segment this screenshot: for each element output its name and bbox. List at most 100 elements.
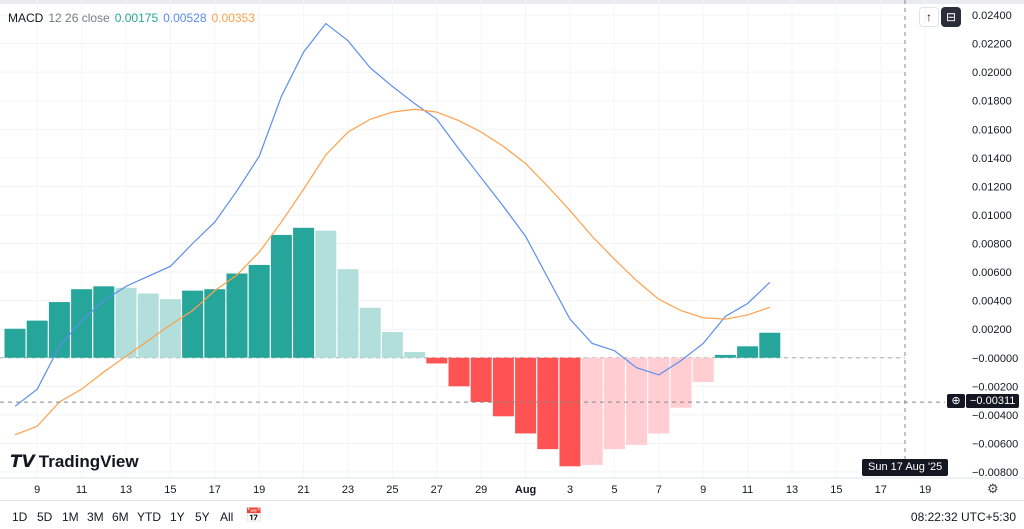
y-tick-label: 0.01000 <box>972 210 1012 222</box>
range-button-1d[interactable]: 1D <box>12 510 28 524</box>
histogram-bar <box>603 357 625 450</box>
x-tick-label: 29 <box>475 484 487 496</box>
histogram-bar <box>293 227 315 358</box>
legend-name: MACD <box>8 11 44 25</box>
signal-line <box>14 108 770 436</box>
tv-logo-icon: 𝙏𝙑 <box>10 452 35 471</box>
histogram-bar <box>714 354 736 358</box>
x-tick-label: 17 <box>875 484 887 496</box>
range-button-1m[interactable]: 1M <box>62 510 79 524</box>
histogram-bar <box>248 264 270 358</box>
histogram-bar <box>315 230 337 358</box>
y-tick-label: 0.01800 <box>972 96 1012 108</box>
timezone-clock[interactable]: 08:22:32 UTC+5:30 <box>910 510 1016 524</box>
histogram-bar <box>559 357 581 467</box>
histogram-bar <box>737 346 759 358</box>
top-border <box>0 0 1024 4</box>
range-button-ytd[interactable]: YTD <box>137 510 161 524</box>
histogram-bar <box>448 357 470 387</box>
histogram-bar <box>404 352 426 358</box>
histogram-bar <box>337 269 359 358</box>
x-tick-label: 13 <box>120 484 132 496</box>
range-button-5d[interactable]: 5D <box>37 510 53 524</box>
range-button-1y[interactable]: 1Y <box>170 510 185 524</box>
crosshair-price-label: −0.00311 <box>966 394 1020 408</box>
y-tick-label: −0.00000 <box>972 353 1018 365</box>
add-alert-icon[interactable]: ⊕ <box>947 394 965 408</box>
y-tick-label: 0.02400 <box>972 10 1012 22</box>
histogram-bar <box>692 357 714 383</box>
x-tick-label: 9 <box>700 484 706 496</box>
y-tick-label: 0.00800 <box>972 239 1012 251</box>
histogram-bar <box>48 302 70 358</box>
histogram-bar <box>226 273 248 358</box>
histogram-bar <box>159 299 181 358</box>
x-tick-label: 25 <box>386 484 398 496</box>
histogram-bar <box>270 234 292 358</box>
histogram-bar <box>93 286 115 358</box>
range-button-5y[interactable]: 5Y <box>195 510 210 524</box>
macd-line <box>14 22 771 407</box>
legend-signal-value: 0.00353 <box>211 11 255 25</box>
y-tick-label: 0.01600 <box>972 124 1012 136</box>
histogram-bar <box>115 287 137 358</box>
histogram-bar <box>759 332 781 358</box>
histogram-bar <box>515 357 537 434</box>
histogram-bar <box>182 290 204 358</box>
y-tick-label: 0.00600 <box>972 267 1012 279</box>
x-tick-label: 13 <box>786 484 798 496</box>
macd-chart[interactable]: 0.02400 0.02200 0.02000 0.01800 0.01600 0.014… <box>0 0 1024 500</box>
scroll-up-button[interactable]: ↑ <box>919 7 939 27</box>
histogram-bar <box>26 320 48 358</box>
y-tick-label: −0.00400 <box>972 410 1018 422</box>
x-tick-label: 17 <box>209 484 221 496</box>
indicator-legend[interactable]: MACD 12 26 close 0.00175 0.00528 0.00353 <box>8 11 260 25</box>
y-tick-label: 0.01200 <box>972 181 1012 193</box>
legend-hist-value: 0.00175 <box>114 11 159 25</box>
histogram-bar <box>492 357 514 417</box>
histogram-bar <box>470 357 492 403</box>
y-tick-label: 0.01400 <box>972 153 1012 165</box>
histogram-bar <box>670 357 692 408</box>
x-tick-label: 15 <box>164 484 176 496</box>
legend-macd-value: 0.00528 <box>163 11 207 25</box>
histogram-bar <box>359 307 381 358</box>
calendar-icon[interactable]: 📅 <box>245 507 263 523</box>
y-tick-label: −0.00200 <box>972 381 1018 393</box>
bottom-toolbar: 1D 5D 1M 3M 6M YTD 1Y 5Y All 📅 08:22:32 UTC+5:30 <box>0 500 1024 529</box>
y-tick-label: 0.00400 <box>972 296 1012 308</box>
maximize-button[interactable]: ⊟ <box>941 7 961 27</box>
range-button-all[interactable]: All <box>220 510 234 524</box>
x-tick-label: Aug <box>515 484 536 496</box>
histogram-bar <box>71 289 93 358</box>
y-tick-label: 0.02000 <box>972 67 1012 79</box>
histogram-bar <box>426 357 448 364</box>
x-tick-label: 9 <box>34 484 40 496</box>
x-tick-label: 27 <box>431 484 443 496</box>
x-tick-label: 21 <box>297 484 309 496</box>
histogram-bar <box>381 332 403 358</box>
x-tick-label: 7 <box>656 484 662 496</box>
x-tick-label: 11 <box>742 484 753 496</box>
histogram-bar <box>204 289 226 358</box>
y-tick-label: 0.02200 <box>972 39 1012 51</box>
settings-gear-icon[interactable]: ⚙ <box>987 481 999 496</box>
x-tick-label: 19 <box>919 484 931 496</box>
x-tick-label: 23 <box>342 484 354 496</box>
histogram-bar <box>137 293 159 358</box>
range-button-6m[interactable]: 6M <box>112 510 129 524</box>
x-tick-label: 5 <box>611 484 617 496</box>
range-button-3m[interactable]: 3M <box>87 510 104 524</box>
logo-text: TradingView <box>38 452 139 471</box>
x-tick-label: 3 <box>567 484 573 496</box>
tradingview-logo[interactable]: 𝙏𝙑 TradingView <box>10 452 139 472</box>
y-tick-label: 0.00200 <box>972 324 1012 336</box>
histogram-bar <box>537 357 559 450</box>
histogram-bar <box>581 357 603 465</box>
x-tick-label: 19 <box>253 484 265 496</box>
histogram-bar <box>648 357 670 434</box>
y-tick-label: −0.00600 <box>972 438 1018 450</box>
crosshair-date-label: Sun 17 Aug '25 <box>862 459 949 476</box>
histogram-bar <box>4 328 26 358</box>
x-tick-label: 11 <box>76 484 87 496</box>
